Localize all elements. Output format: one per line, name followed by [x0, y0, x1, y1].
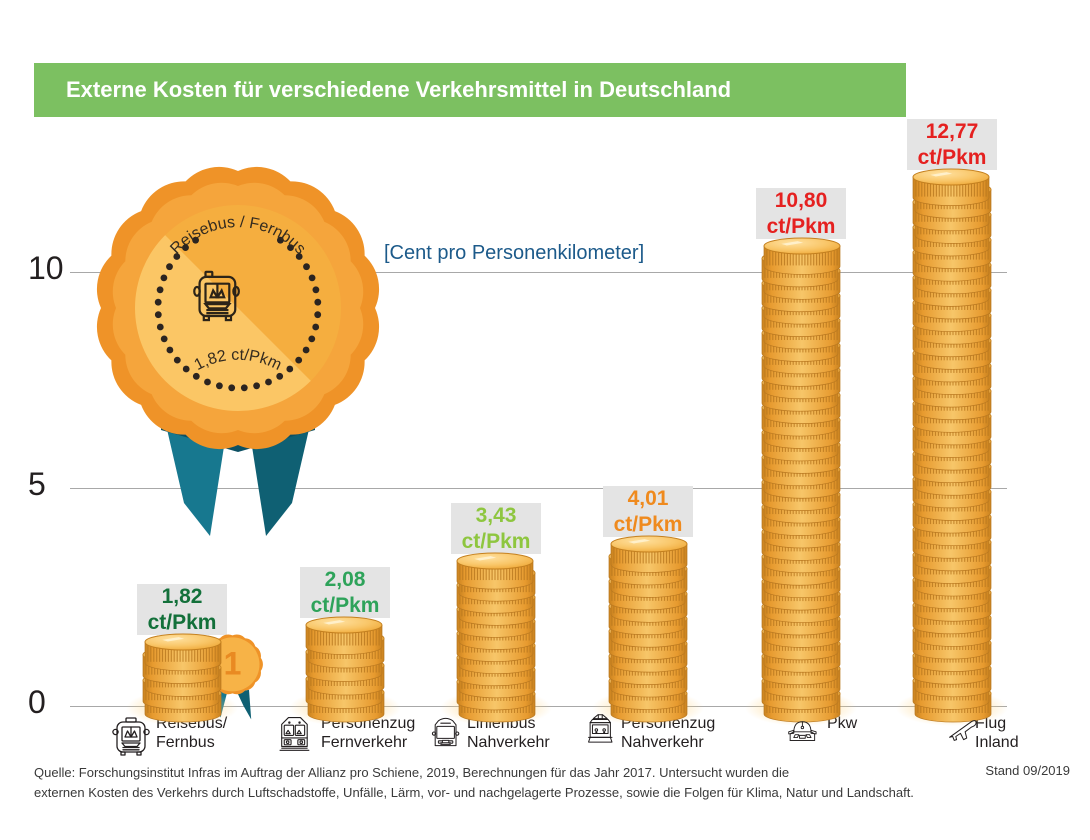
svg-text:1: 1 — [224, 645, 242, 681]
